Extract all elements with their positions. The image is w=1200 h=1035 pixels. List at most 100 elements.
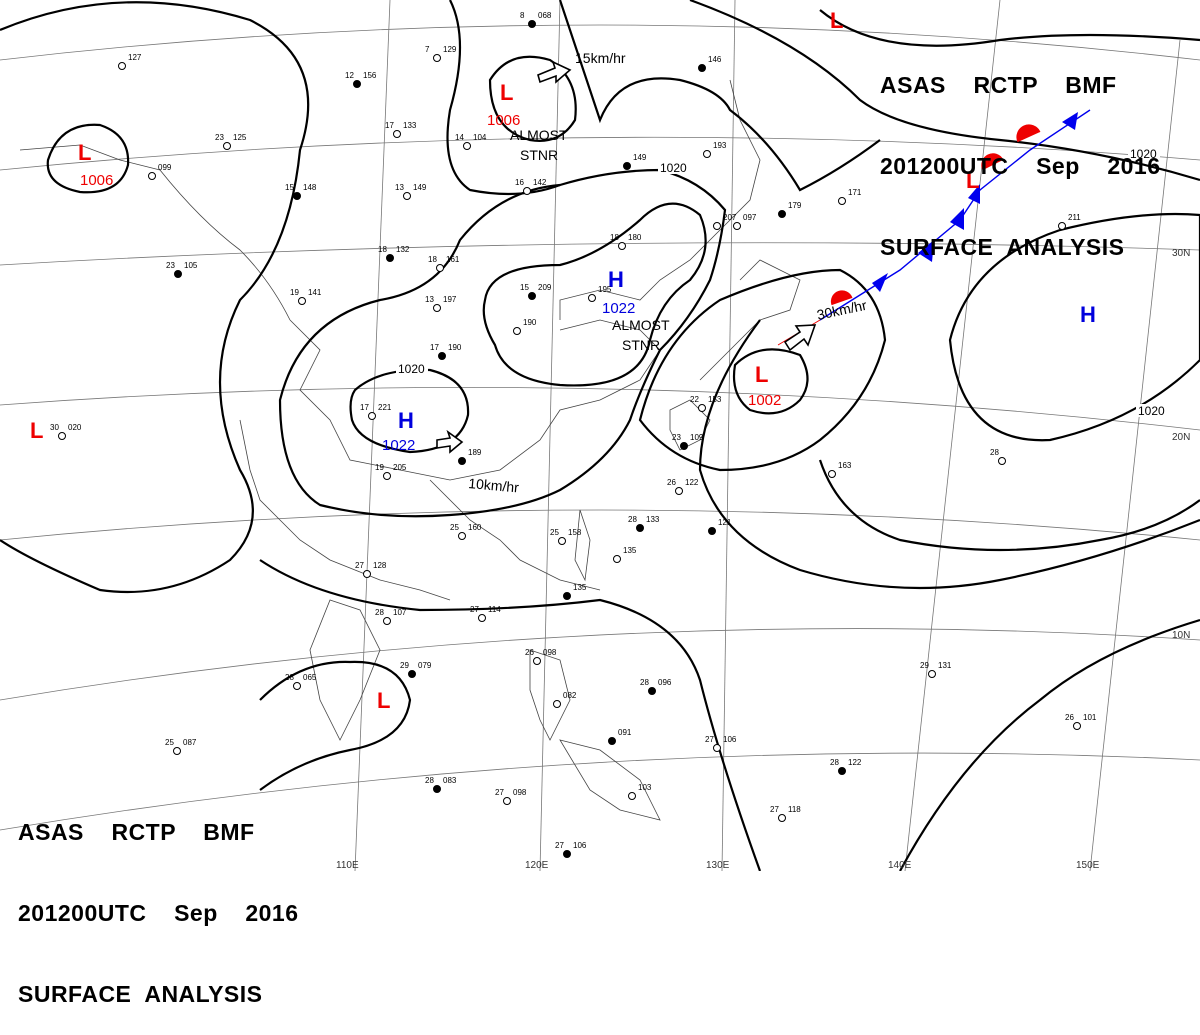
station-circle	[1073, 722, 1081, 730]
station-pressure: 132	[396, 245, 410, 254]
pressure-center-value: 1022	[382, 437, 415, 454]
station-temperature: 17	[385, 121, 394, 130]
pressure-center-value: 1022	[602, 300, 635, 317]
station-plot	[174, 270, 182, 278]
station-pressure: 121	[718, 518, 732, 527]
station-plot	[393, 130, 401, 138]
station-pressure: 195	[598, 285, 612, 294]
station-plot	[293, 192, 301, 200]
stationary-note: STNR	[520, 147, 558, 163]
station-circle	[173, 747, 181, 755]
pressure-center-L: L	[966, 168, 979, 193]
cold-front-barb	[918, 240, 934, 262]
station-temperature: 27	[705, 735, 714, 744]
station-pressure: 211	[1068, 213, 1081, 222]
pressure-center-H: H	[608, 267, 624, 292]
station-plot	[383, 617, 391, 625]
station-plot	[608, 737, 616, 745]
isobar-low-1002	[732, 348, 809, 415]
station-plot	[623, 162, 631, 170]
station-temperature: 28	[425, 776, 434, 785]
station-pressure: 083	[443, 776, 457, 785]
station-pressure: 068	[538, 11, 552, 20]
station-circle	[713, 744, 721, 752]
station-pressure: 179	[788, 201, 802, 210]
station-plot	[703, 150, 711, 158]
station-plot	[503, 797, 511, 805]
motion-arrow-west-high	[436, 429, 464, 454]
latitude-label: 10N	[1172, 630, 1190, 641]
station-circle	[393, 130, 401, 138]
station-temperature: 28	[640, 678, 649, 687]
pressure-center-L: L	[377, 688, 390, 713]
station-pressure: 118	[788, 805, 801, 814]
isobar-outer-typhoon	[638, 268, 887, 472]
station-circle	[675, 487, 683, 495]
pressure-center-H: H	[398, 408, 414, 433]
isobar-low-1006-west	[46, 123, 130, 194]
station-temperature: 28	[990, 448, 999, 457]
station-temperature: 30	[50, 423, 59, 432]
station-plot	[478, 614, 486, 622]
station-plot	[353, 80, 361, 88]
warm-front-bump	[981, 153, 1004, 171]
station-circle	[928, 670, 936, 678]
station-circle	[148, 172, 156, 180]
station-pressure: 158	[568, 528, 582, 537]
isobar-outer-1	[0, 1, 310, 594]
station-pressure: 020	[68, 423, 82, 432]
station-pressure: 207	[723, 213, 737, 222]
station-pressure: 135	[573, 583, 587, 592]
station-circle	[588, 294, 596, 302]
station-circle	[463, 142, 471, 150]
motion-speed: 15km/hr	[575, 50, 626, 66]
station-plot	[713, 744, 721, 752]
station-circle	[58, 432, 66, 440]
isobar-label: 1020	[660, 161, 687, 175]
station-plot	[553, 700, 561, 708]
station-circle	[528, 292, 536, 300]
station-pressure: 153	[708, 395, 722, 404]
station-circle	[293, 192, 301, 200]
station-circle	[363, 570, 371, 578]
station-pressure: 205	[393, 463, 407, 472]
station-pressure: 193	[713, 141, 727, 150]
station-circle	[293, 682, 301, 690]
isobar-label: 1020	[1138, 404, 1165, 418]
station-circle	[703, 150, 711, 158]
station-plot	[733, 222, 741, 230]
station-pressure: 190	[523, 318, 537, 327]
isobar-label-bg	[396, 362, 428, 375]
station-pressure: 091	[618, 728, 632, 737]
station-temperature: 19	[290, 288, 299, 297]
station-plot	[778, 210, 786, 218]
station-temperature: 27	[355, 561, 364, 570]
stationary-note: ALMOST	[510, 127, 568, 143]
station-circle	[436, 264, 444, 272]
pressure-center-L: L	[755, 362, 768, 387]
station-pressure: 065	[303, 673, 317, 682]
station-pressure: 106	[723, 735, 737, 744]
motion-arrow-north-low	[537, 60, 572, 84]
station-pressure: 103	[638, 783, 652, 792]
station-plot	[433, 304, 441, 312]
pressure-center-L: L	[500, 80, 513, 105]
station-temperature: 15	[520, 283, 529, 292]
station-circle	[563, 850, 571, 858]
header-line-station: ASAS RCTP BMF	[18, 819, 255, 845]
station-temperature: 29	[920, 661, 929, 670]
station-circle	[648, 687, 656, 695]
station-circle	[558, 537, 566, 545]
station-circle	[563, 592, 571, 600]
motion-speed: 30km/hr	[815, 297, 868, 323]
station-temperature: 19	[375, 463, 384, 472]
station-temperature: 23	[166, 261, 175, 270]
station-temperature: 18	[610, 233, 619, 242]
station-plot	[513, 327, 521, 335]
station-temperature: 17	[360, 403, 369, 412]
station-circle	[623, 162, 631, 170]
station-pressure: 082	[563, 691, 577, 700]
isobar-label: 1020	[1130, 147, 1157, 161]
station-circle	[458, 457, 466, 465]
station-plot	[698, 404, 706, 412]
